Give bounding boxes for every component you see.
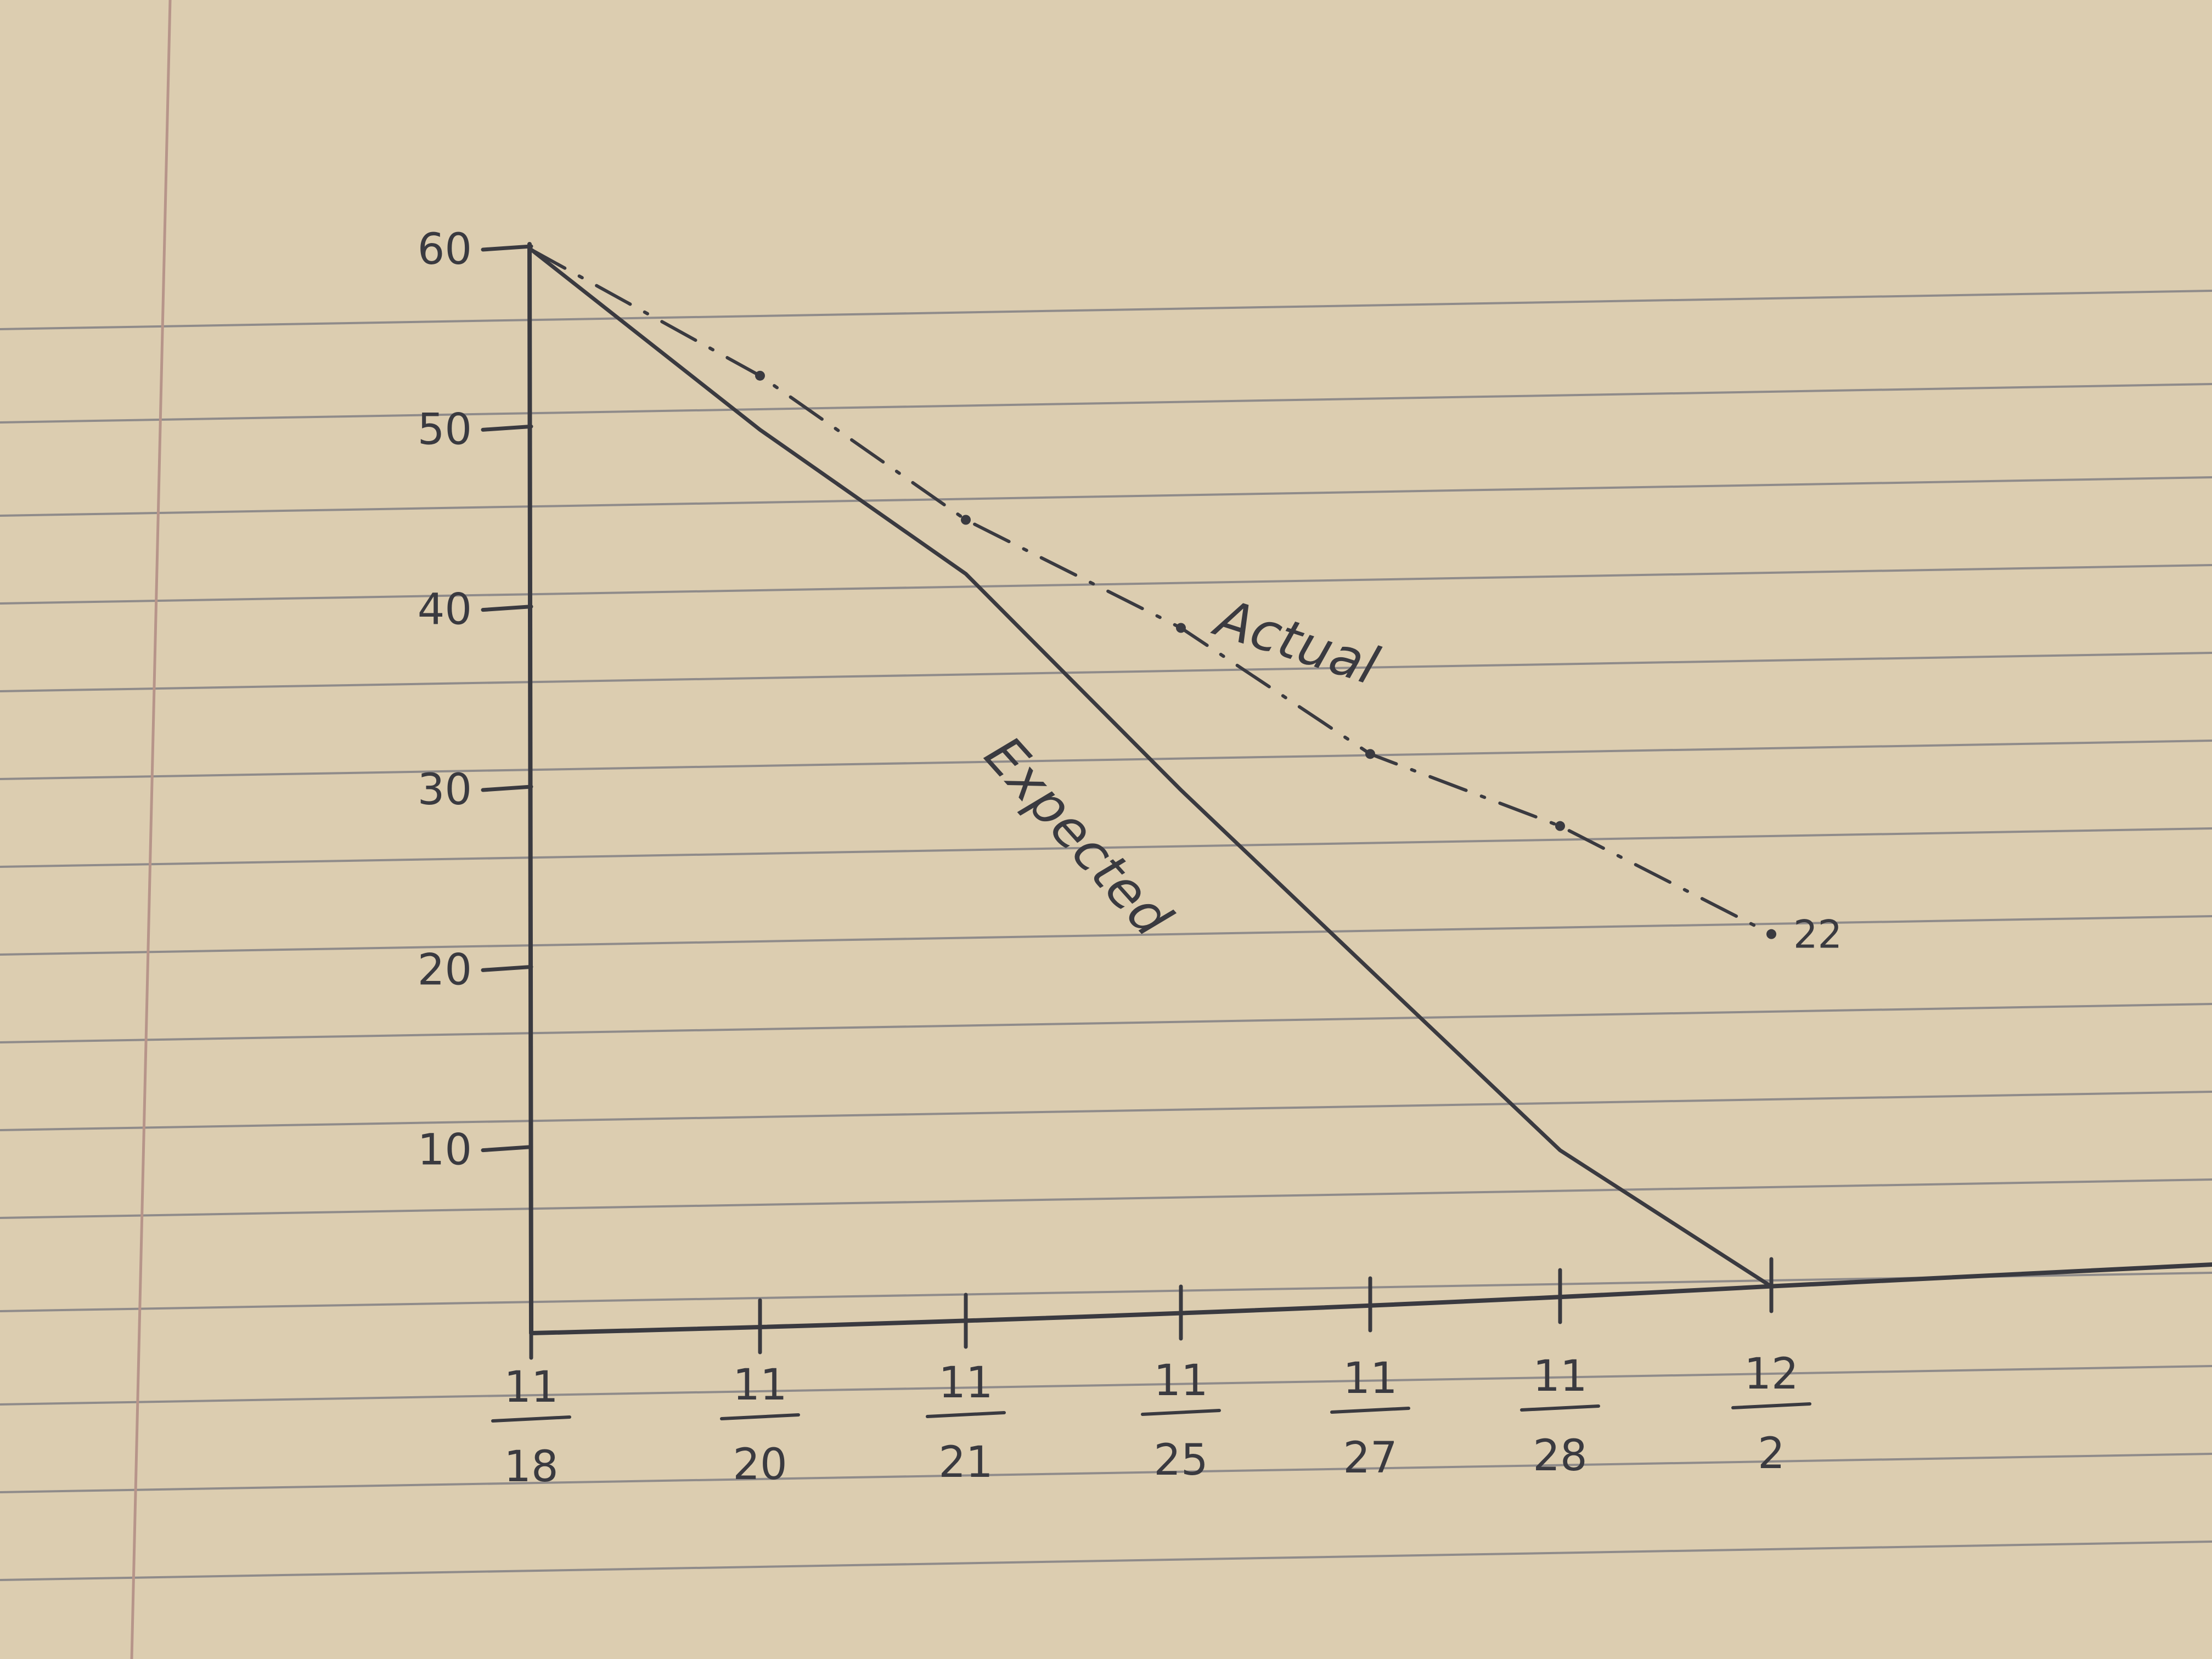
annotation-end-value: 22 xyxy=(1793,912,1842,957)
series-point-actual xyxy=(1176,623,1186,633)
ruled-line xyxy=(0,1178,2212,1219)
x-tick-label-bottom: 20 xyxy=(733,1440,787,1489)
x-tick-fraction-bar xyxy=(720,1413,800,1420)
y-tick-label: 50 xyxy=(418,405,472,454)
ruled-line xyxy=(0,827,2212,868)
margin-line xyxy=(130,0,172,1659)
series-layer xyxy=(529,247,1776,1289)
x-tick-label-top: 11 xyxy=(733,1361,787,1410)
x-axis-line xyxy=(529,1262,2212,1335)
x-tick-label-top: 11 xyxy=(1533,1352,1587,1401)
ruled-line xyxy=(0,1091,2212,1131)
series-point-actual xyxy=(1766,929,1776,939)
x-tick-fraction-bar xyxy=(491,1415,571,1423)
y-tick-mark xyxy=(481,785,533,792)
x-tick-fraction-bar xyxy=(1520,1404,1600,1412)
series-line-expected xyxy=(529,247,1774,1289)
ruled-line xyxy=(0,1272,2212,1312)
x-tick-label-top: 11 xyxy=(504,1363,558,1412)
y-tick-mark xyxy=(481,244,533,252)
series-point-actual xyxy=(1555,821,1565,831)
x-tick-label-bottom: 21 xyxy=(938,1438,993,1487)
ruled-line xyxy=(0,1453,2212,1493)
x-tick-fraction-bar xyxy=(1330,1407,1410,1414)
x-tick-fraction-bar xyxy=(1141,1409,1221,1416)
x-tick-label-top: 11 xyxy=(1153,1356,1208,1406)
ruled-line xyxy=(0,564,2212,605)
ruled-line xyxy=(0,652,2212,692)
x-tick-label-bottom: 28 xyxy=(1533,1431,1587,1481)
y-tick-mark xyxy=(481,424,533,432)
ruled-line xyxy=(0,290,2212,330)
ruled-line xyxy=(0,1365,2212,1406)
x-tick-label-bottom: 27 xyxy=(1343,1434,1397,1483)
y-tick-label: 30 xyxy=(418,765,472,815)
ruled-line xyxy=(0,740,2212,780)
series-point-actual xyxy=(961,515,971,525)
x-tick-label-bottom: 25 xyxy=(1153,1436,1208,1485)
y-tick-mark xyxy=(481,605,533,612)
ruled-line xyxy=(0,383,2212,424)
ruled-line xyxy=(0,1003,2212,1043)
x-tick-fraction-bar xyxy=(926,1411,1006,1418)
ruled-line xyxy=(0,1541,2212,1581)
series-point-actual xyxy=(1365,749,1375,759)
x-tick-fraction-bar xyxy=(1731,1402,1811,1409)
y-tick-label: 40 xyxy=(418,585,472,635)
x-tick-label-top: 11 xyxy=(938,1358,993,1408)
ruled-lines xyxy=(0,290,2212,1581)
y-tick-mark xyxy=(481,1145,533,1153)
y-tick-mark xyxy=(481,964,533,972)
x-tick-label-bottom: 2 xyxy=(1758,1429,1785,1479)
y-tick-label: 60 xyxy=(418,225,472,274)
y-tick-label: 20 xyxy=(418,945,472,995)
ruled-line xyxy=(0,915,2212,956)
y-ticks: 60 50 40 30 20 10 xyxy=(418,225,533,1175)
x-tick-label-top: 12 xyxy=(1744,1350,1798,1399)
x-tick-label-top: 11 xyxy=(1343,1354,1397,1403)
x-ticks: 11 18 11 20 11 21 11 25 11 27 11 28 12 2 xyxy=(491,1257,1811,1492)
y-tick-label: 10 xyxy=(418,1126,472,1175)
x-tick-label-bottom: 18 xyxy=(504,1442,558,1492)
ruled-line xyxy=(0,476,2212,517)
series-point-actual xyxy=(755,370,765,381)
